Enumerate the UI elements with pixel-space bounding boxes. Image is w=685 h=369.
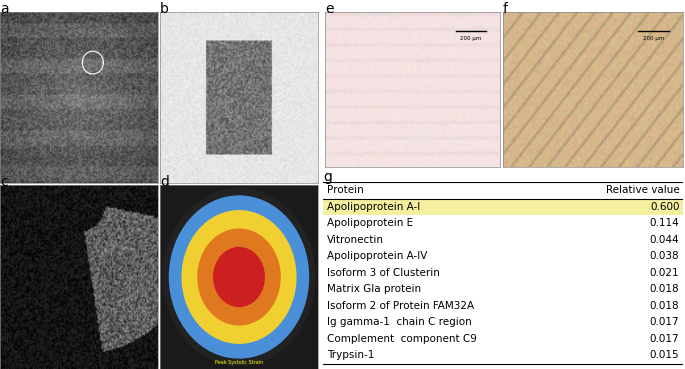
Text: Isoform 3 of Clusterin: Isoform 3 of Clusterin [327,268,440,278]
Text: Relative value: Relative value [606,185,680,195]
Text: e: e [325,2,334,16]
Text: 0.017: 0.017 [650,334,680,344]
Text: Apolipoprotein A-I: Apolipoprotein A-I [327,202,420,212]
Text: Apolipoprotein A-IV: Apolipoprotein A-IV [327,251,427,261]
Circle shape [163,189,315,365]
Text: Vitronectin: Vitronectin [327,235,384,245]
Text: b: b [160,2,169,16]
Text: Apolipoprotein E: Apolipoprotein E [327,218,413,228]
Text: 0.114: 0.114 [649,218,680,228]
Circle shape [198,229,280,325]
Text: 0.018: 0.018 [650,301,680,311]
Text: Peak Systolic Strain: Peak Systolic Strain [215,360,263,365]
Text: g: g [323,170,332,184]
Text: 200 μm: 200 μm [643,36,664,41]
Circle shape [169,196,308,358]
Text: f: f [503,2,508,16]
Text: d: d [160,175,169,189]
Text: 0.044: 0.044 [650,235,680,245]
Bar [323,199,683,215]
Circle shape [182,211,296,343]
Text: 0.021: 0.021 [650,268,680,278]
Text: a: a [0,2,9,16]
Text: 0.017: 0.017 [650,317,680,327]
Text: Isoform 2 of Protein FAM32A: Isoform 2 of Protein FAM32A [327,301,474,311]
Text: 200 μm: 200 μm [460,36,482,41]
Text: 0.015: 0.015 [650,351,680,361]
Text: c: c [0,175,8,189]
Text: Protein: Protein [327,185,363,195]
Text: Trypsin-1: Trypsin-1 [327,351,374,361]
Text: Complement  component C9: Complement component C9 [327,334,477,344]
Text: Matrix Gla protein: Matrix Gla protein [327,284,421,294]
Text: 0.038: 0.038 [650,251,680,261]
Text: 0.018: 0.018 [650,284,680,294]
Text: Ig gamma-1  chain C region: Ig gamma-1 chain C region [327,317,471,327]
Text: 0.600: 0.600 [650,202,680,212]
Circle shape [214,248,264,306]
